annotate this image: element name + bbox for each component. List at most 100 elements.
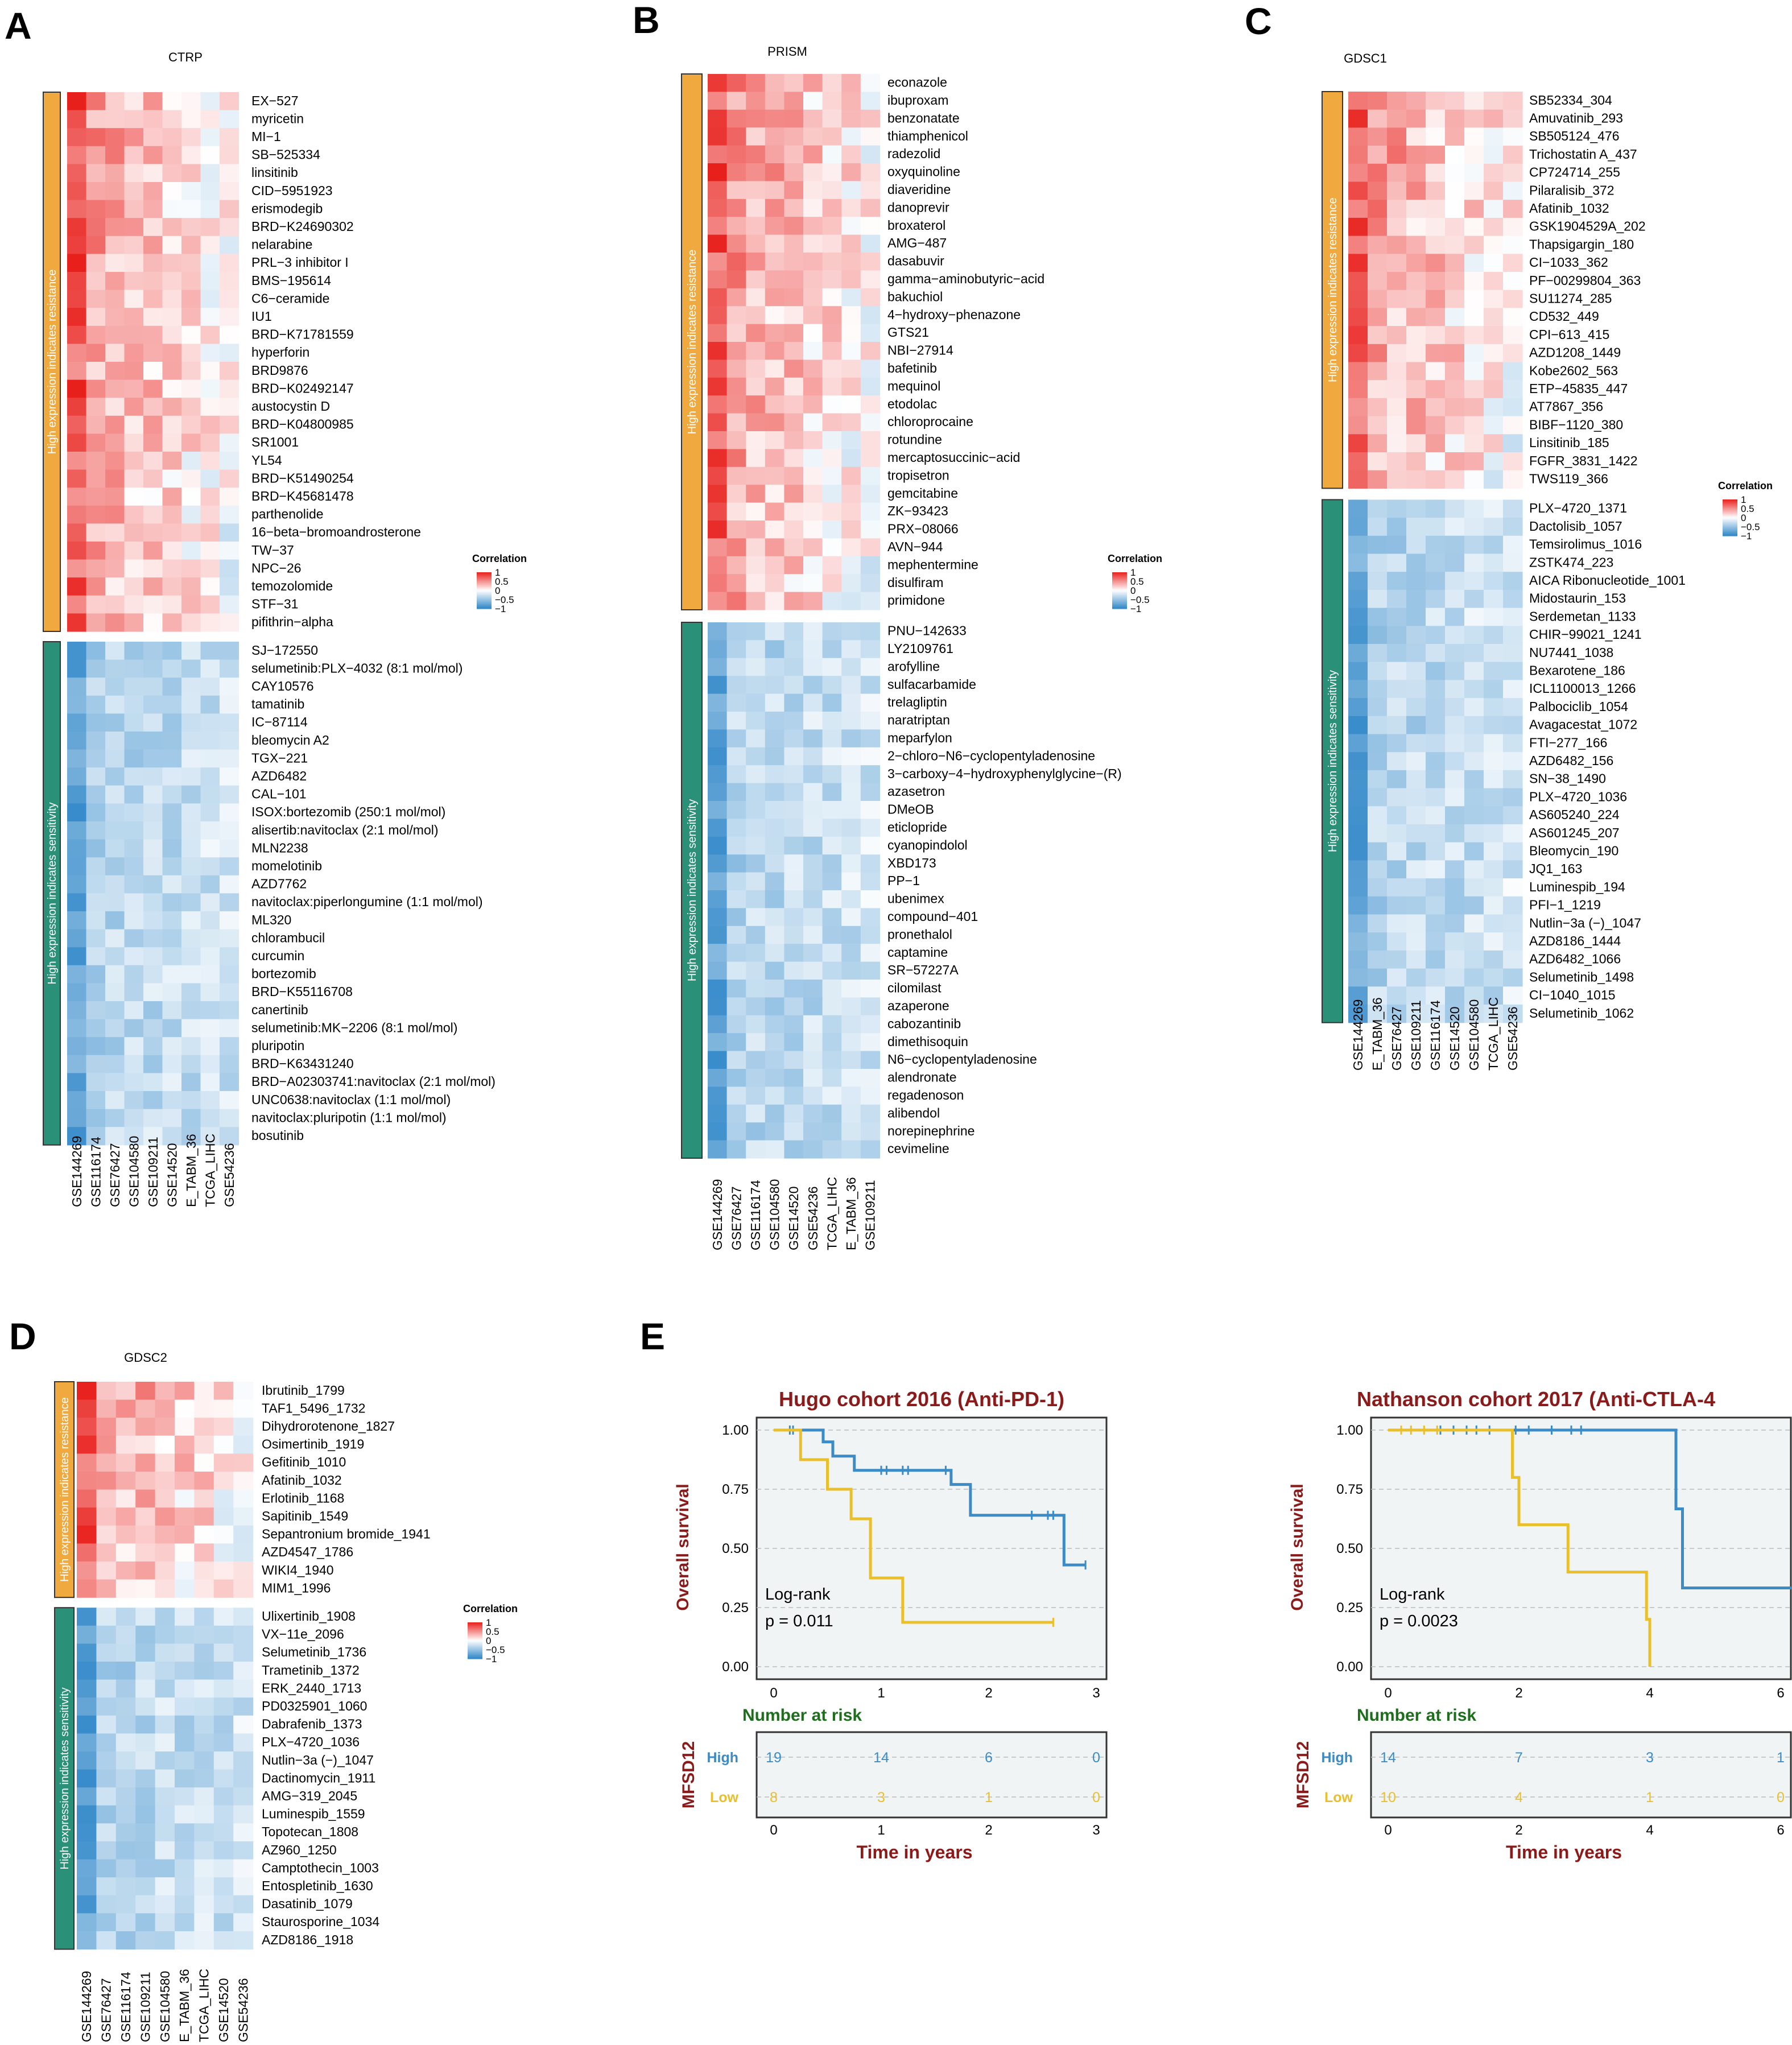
heatmap-cell	[200, 893, 220, 912]
heatmap-cell	[1464, 698, 1484, 717]
heatmap-cell	[67, 542, 87, 560]
heatmap-cell	[841, 854, 861, 873]
column-label: GSE144269	[1351, 999, 1365, 1071]
heatmap-cell	[213, 1561, 234, 1580]
heatmap-cell	[220, 929, 240, 948]
drug-label: Linsitinib_185	[1529, 435, 1609, 450]
heatmap-cell	[105, 433, 125, 452]
heatmap-cell	[105, 857, 125, 876]
heatmap-cell	[175, 1823, 195, 1842]
heatmap-cell	[162, 875, 182, 894]
legend-swatch	[1112, 577, 1127, 580]
heatmap-cell	[105, 713, 125, 732]
drug-label: ICL1100013_1266	[1529, 681, 1636, 696]
legend-swatch	[477, 597, 492, 599]
heatmap-cell	[181, 325, 201, 344]
legend-swatch	[468, 1643, 482, 1645]
heatmap-cell	[181, 415, 201, 434]
heatmap-cell	[200, 308, 220, 327]
drug-label: AT7867_356	[1529, 399, 1603, 414]
drug-label: PLX−4720_1371	[1529, 501, 1627, 515]
heatmap-cell	[162, 749, 182, 768]
heatmap-cell	[1387, 217, 1407, 237]
heatmap-cell	[233, 1507, 254, 1526]
heatmap-cell	[86, 732, 106, 750]
heatmap-cell	[1387, 986, 1407, 1005]
legend-swatch	[477, 580, 492, 582]
heatmap-cell	[708, 640, 728, 659]
heatmap-cell	[1387, 734, 1407, 753]
heatmap-cell	[1406, 842, 1426, 861]
column-label: E_TABM_36	[844, 1177, 858, 1250]
heatmap-cell	[86, 488, 106, 506]
drug-label: naratriptan	[887, 713, 950, 728]
heatmap-cell	[77, 1608, 97, 1626]
heatmap-cell	[86, 559, 106, 578]
heatmap-cell	[784, 466, 804, 485]
heatmap-cell	[233, 1662, 254, 1680]
drug-label: Luminespib_1559	[262, 1807, 365, 1821]
heatmap-cell	[220, 236, 240, 254]
heatmap-cell	[135, 1769, 156, 1788]
heatmap-cell	[67, 803, 87, 822]
heatmap-cell	[67, 749, 87, 768]
heatmap-cell	[726, 109, 746, 128]
heatmap-cell	[135, 1931, 156, 1950]
legend-swatch	[468, 1629, 482, 1631]
heatmap-cell	[726, 520, 746, 539]
heatmap-cell	[1387, 788, 1407, 807]
heatmap-cell	[1503, 734, 1523, 753]
legend-swatch	[468, 1647, 482, 1649]
heatmap-cell	[784, 712, 804, 730]
heatmap-cell	[1503, 644, 1523, 663]
heatmap-cell	[105, 1091, 125, 1110]
heatmap-cell	[115, 1913, 136, 1932]
heatmap-cell	[105, 767, 125, 786]
legend-swatch	[468, 1641, 482, 1642]
heatmap-cell	[86, 1127, 106, 1146]
heatmap-cell	[1445, 860, 1465, 879]
heatmap-cell	[200, 379, 220, 398]
heatmap-cell	[124, 659, 144, 678]
heatmap-cell	[1445, 518, 1465, 536]
legend-swatch	[468, 1646, 482, 1648]
heatmap-cell	[803, 592, 823, 610]
heatmap-cell	[708, 74, 728, 92]
legend-swatch	[1723, 511, 1737, 513]
heatmap-cell	[822, 109, 842, 128]
heatmap-cell	[860, 234, 880, 253]
heatmap-cell	[1503, 589, 1523, 609]
heatmap-cell	[1426, 217, 1446, 237]
heatmap-cell	[1484, 1005, 1504, 1023]
heatmap-cell	[77, 1435, 97, 1454]
legend-swatch	[1723, 519, 1737, 521]
heatmap-cell	[194, 1662, 214, 1680]
legend-swatch	[1112, 575, 1127, 577]
heatmap-cell	[1406, 236, 1426, 254]
heatmap-cell	[213, 1913, 234, 1932]
heatmap-cell	[726, 1086, 746, 1105]
heatmap-cell	[67, 839, 87, 858]
heatmap-cell	[1445, 986, 1465, 1005]
drug-label: VX−11e_2096	[262, 1627, 344, 1642]
y-tick-label: 1.00	[722, 1423, 749, 1438]
legend-swatch	[477, 576, 492, 578]
drug-label: momelotinib	[251, 858, 322, 873]
heatmap-cell	[1406, 752, 1426, 771]
heatmap-cell	[1387, 127, 1407, 146]
heatmap-cell	[77, 1769, 97, 1788]
heatmap-cell	[765, 556, 784, 575]
heatmap-cell	[860, 217, 880, 236]
heatmap-cell	[1426, 146, 1446, 164]
legend-swatch	[1112, 606, 1127, 608]
heatmap-cell	[220, 1109, 240, 1127]
heatmap-cell	[181, 1091, 201, 1110]
heatmap-cell	[233, 1608, 254, 1626]
heatmap-cell	[143, 379, 163, 398]
heatmap-cell	[708, 926, 728, 944]
drug-label: erismodegib	[251, 201, 323, 216]
heatmap-cell	[233, 1579, 254, 1598]
heatmap-cell	[1426, 824, 1446, 843]
heatmap-cell	[1368, 181, 1388, 200]
heatmap-cell	[841, 145, 861, 164]
